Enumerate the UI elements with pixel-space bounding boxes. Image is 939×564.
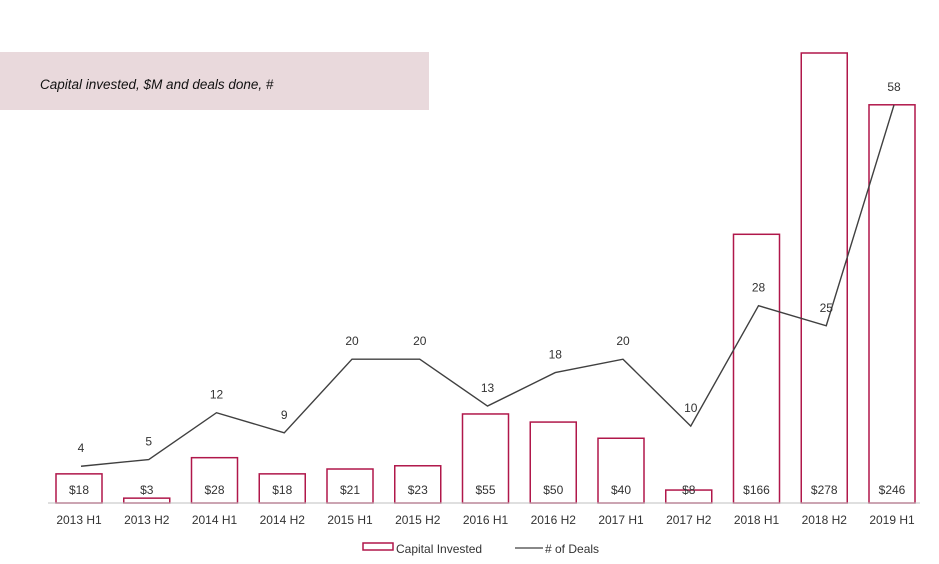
x-tick-label: 2018 H1 [734, 513, 780, 527]
line-value-label: 9 [281, 408, 288, 422]
bar-value-label: $40 [611, 483, 631, 497]
x-tick-label: 2017 H1 [598, 513, 644, 527]
x-tick-label: 2016 H1 [463, 513, 509, 527]
bar [123, 497, 171, 504]
line-value-label: 18 [549, 348, 563, 362]
bar [190, 456, 239, 504]
bar-value-label: $28 [204, 483, 224, 497]
bar-value-label: $50 [543, 483, 563, 497]
legend-bar-label: Capital Invested [396, 542, 482, 556]
bar-value-label: $3 [140, 483, 154, 497]
x-tick-label: 2013 H1 [56, 513, 102, 527]
line-value-label: 5 [145, 435, 152, 449]
line-value-label: 28 [752, 281, 766, 295]
bar [732, 233, 781, 504]
x-tick-label: 2019 H1 [869, 513, 915, 527]
bar-value-label: $23 [408, 483, 428, 497]
chart-title-box [0, 52, 429, 110]
chart-title: Capital invested, $M and deals done, # [40, 77, 274, 92]
legend: Capital Invested # of Deals [362, 542, 599, 556]
bar-value-label: $21 [340, 483, 360, 497]
legend-line-label: # of Deals [545, 542, 599, 556]
x-tick-label: 2015 H1 [327, 513, 373, 527]
deals-line [80, 104, 895, 467]
x-tick-label: 2018 H2 [802, 513, 848, 527]
bars-layer [55, 52, 916, 504]
line-value-label: 25 [820, 301, 834, 315]
bar-value-label: $278 [811, 483, 838, 497]
bar-value-label: $8 [682, 483, 696, 497]
line-value-label: 12 [210, 388, 224, 402]
bar-value-label: $166 [743, 483, 770, 497]
legend-bar-swatch [362, 542, 394, 551]
bar-value-label: $55 [475, 483, 495, 497]
bar-value-label: $246 [879, 483, 906, 497]
bar-value-label: $18 [272, 483, 292, 497]
line-value-label: 20 [616, 334, 630, 348]
line-value-label: 20 [345, 334, 359, 348]
line-value-label: 10 [684, 401, 698, 415]
bar [800, 52, 848, 504]
bar [55, 473, 103, 504]
bar-value-label: $18 [69, 483, 89, 497]
line-value-label: 20 [413, 334, 427, 348]
x-tick-label: 2015 H2 [395, 513, 441, 527]
labels-layer: $18 2013 H1 4 $3 2013 H2 5 $28 2014 H1 12 $18 2014… [56, 80, 915, 527]
bar [597, 437, 645, 504]
line-layer [80, 104, 895, 467]
x-tick-label: 2013 H2 [124, 513, 170, 527]
x-tick-label: 2014 H1 [192, 513, 238, 527]
x-tick-label: 2014 H2 [260, 513, 306, 527]
line-value-label: 58 [887, 80, 901, 94]
line-value-label: 4 [78, 441, 85, 455]
bar [868, 104, 916, 504]
x-tick-label: 2017 H2 [666, 513, 712, 527]
x-tick-label: 2016 H2 [531, 513, 577, 527]
line-value-label: 13 [481, 381, 495, 395]
